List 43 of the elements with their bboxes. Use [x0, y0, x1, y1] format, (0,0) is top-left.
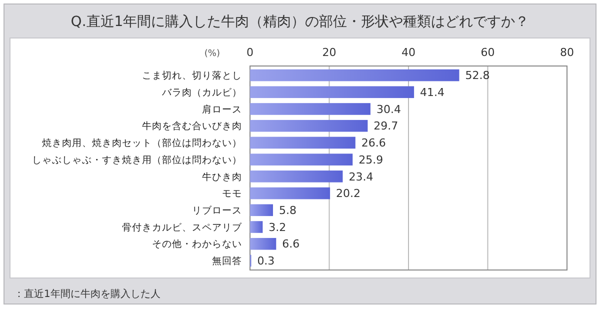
data-label: 5.8 [278, 204, 296, 217]
data-label: 52.8 [465, 69, 490, 82]
data-label: 25.9 [358, 153, 384, 166]
chart-title: Q.直近1年間に購入した牛肉（精肉）の部位・形状や種類はどれですか？ [70, 14, 530, 30]
data-label: 26.6 [361, 136, 386, 150]
bar [250, 154, 353, 166]
y-tick-label: モモ [222, 188, 242, 200]
y-tick-label: リブロース [192, 204, 242, 216]
data-label: 30.4 [376, 102, 401, 116]
data-label: 41.4 [420, 86, 445, 99]
y-tick-label: しゃぶしゃぶ・すき焼き用（部位は問わない） [32, 154, 242, 166]
data-label: 20.2 [336, 187, 361, 200]
bar [250, 204, 273, 216]
x-tick-label: 0 [246, 46, 254, 59]
bar [250, 120, 368, 132]
y-tick-label: 牛肉を含む合いびき肉 [142, 120, 242, 132]
y-tick-label: 肩ロース [202, 103, 242, 116]
y-tick-label: こま切れ、切り落とし [142, 70, 242, 82]
bar [250, 136, 356, 149]
y-tick-label: 牛ひき肉 [202, 170, 242, 183]
text: ：直近1年間に牛肉を購入した人 [14, 288, 160, 300]
bar [250, 69, 460, 82]
data-label: 23.4 [348, 170, 374, 184]
data-label: 29.7 [374, 120, 398, 133]
data-label: 0.3 [257, 254, 275, 268]
bar [250, 187, 330, 200]
x-tick-label: 20 [322, 46, 336, 59]
x-axis-title: (%) [204, 49, 220, 59]
y-tick-label: 骨付きカルビ、スペアリブ [122, 221, 243, 234]
bar [250, 103, 370, 115]
x-tick-label: 80 [560, 46, 574, 59]
data-label: 3.2 [268, 220, 286, 234]
y-tick-label: 無回答 [212, 255, 242, 268]
x-tick-label: 60 [480, 46, 495, 59]
bar [250, 221, 263, 233]
y-tick-label: 焼き肉用、焼き肉セット（部位は問わない） [42, 137, 242, 150]
data-label: 6.6 [282, 238, 300, 251]
y-tick-label: バラ肉（カルビ） [161, 87, 242, 98]
bar [250, 238, 276, 250]
y-tick-label: その他・わからない [152, 238, 242, 250]
bar [250, 86, 414, 98]
bar [250, 170, 343, 182]
x-tick-label: 40 [402, 46, 416, 59]
